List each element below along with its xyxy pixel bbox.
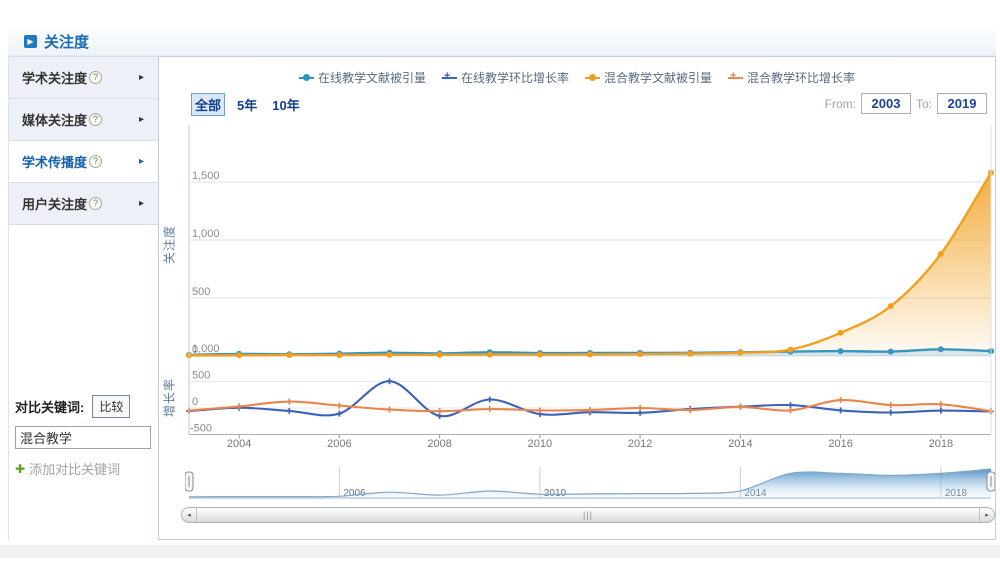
chart-area: 关注度 增长率 05001,0001,5001,0005000-50020042	[159, 125, 995, 527]
svg-text:2018: 2018	[929, 438, 953, 450]
scroll-right-button[interactable]: ▸	[979, 508, 994, 522]
help-icon[interactable]: ?	[89, 197, 102, 210]
navigator-group: 2006201020142018	[189, 467, 991, 499]
plus-icon: ✚	[15, 462, 25, 476]
svg-text:1,000: 1,000	[192, 228, 220, 240]
chevron-right-icon: ▸	[139, 72, 144, 83]
sidebar-item-label: 用户关注度	[22, 194, 87, 213]
date-range: From: To:	[825, 93, 987, 114]
section-arrow-icon: ▶	[24, 35, 37, 48]
nav-handle-right[interactable]	[987, 472, 995, 491]
legend-item-label: 混合教学环比增长率	[747, 69, 855, 86]
svg-text:1,000: 1,000	[192, 343, 220, 355]
sidebar-item-label: 学术关注度	[22, 68, 87, 87]
legend-item-label: 混合教学文献被引量	[604, 69, 712, 86]
range-tab-2[interactable]: 10年	[269, 94, 302, 115]
page-title: 关注度	[44, 31, 89, 52]
sidebar-item-3[interactable]: 用户关注度? ▸	[9, 183, 158, 225]
chevron-right-icon: ▸	[139, 156, 144, 167]
svg-text:2010: 2010	[528, 438, 552, 450]
sidebar-item-1[interactable]: 媒体关注度? ▸	[9, 99, 158, 141]
circle-marker-icon	[299, 72, 314, 83]
legend-item-3[interactable]: + 混合教学环比增长率	[728, 69, 855, 86]
legend-item-label: 在线教学环比增长率	[461, 69, 569, 86]
compare-section: 对比关键词: 比较 ✚ 添加对比关键词	[9, 395, 158, 478]
scroll-left-button[interactable]: ◂	[182, 508, 197, 522]
plus-marker-icon: +	[442, 72, 457, 83]
svg-text:-500: -500	[190, 423, 212, 435]
sidebar-item-label: 媒体关注度	[22, 110, 87, 129]
sidebar-item-0[interactable]: 学术关注度? ▸	[9, 57, 158, 99]
compare-button[interactable]: 比较	[92, 395, 130, 418]
svg-text:2008: 2008	[427, 438, 451, 450]
chevron-right-icon: ▸	[139, 198, 144, 209]
growth-chart-y-axis-title: 增长率	[161, 368, 178, 428]
add-keyword-label: 添加对比关键词	[29, 459, 120, 478]
svg-text:2012: 2012	[628, 438, 652, 450]
svg-text:2014: 2014	[728, 438, 752, 450]
svg-text:0: 0	[192, 396, 198, 408]
main-chart-y-axis-title: 关注度	[161, 215, 178, 275]
chart-panel: 在线教学文献被引量 + 在线教学环比增长率 混合教学文献被引量 + 混合教学环比增长率 全…	[158, 56, 996, 540]
sidebar-item-2[interactable]: 学术传播度? ▸	[9, 141, 158, 183]
sidebar: 学术关注度? ▸ 媒体关注度? ▸ 学术传播度? ▸ 用户关注度? ▸ 对比关键词: 比较 ✚…	[8, 56, 158, 540]
svg-text:1,500: 1,500	[192, 170, 220, 182]
chart-controls: 全部 5年 10年 From: To:	[159, 91, 995, 121]
trend-chart: 05001,0001,5001,0005000-5002004200620082…	[185, 125, 995, 457]
range-tabs: 全部 5年 10年	[191, 93, 303, 116]
help-icon[interactable]: ?	[89, 71, 102, 84]
to-label: To:	[916, 97, 932, 111]
range-tab-0[interactable]: 全部	[191, 93, 225, 116]
page-header: ▶ 关注度	[8, 28, 996, 56]
svg-text:500: 500	[192, 370, 210, 382]
main-chart-group: 05001,0001,500	[186, 170, 994, 359]
legend-item-1[interactable]: + 在线教学环比增长率	[442, 69, 569, 86]
compare-label: 对比关键词:	[15, 397, 84, 416]
timeline-navigator[interactable]: 2006201020142018	[185, 465, 995, 505]
legend: 在线教学文献被引量 + 在线教学环比增长率 混合教学文献被引量 + 混合教学环比增长率	[159, 65, 995, 89]
chevron-right-icon: ▸	[139, 114, 144, 125]
svg-text:2004: 2004	[227, 438, 251, 450]
legend-item-0[interactable]: 在线教学文献被引量	[299, 69, 426, 86]
help-icon[interactable]: ?	[89, 113, 102, 126]
chart-scrollbar[interactable]: ◂ ||| ▸	[181, 507, 995, 523]
svg-text:2006: 2006	[327, 438, 351, 450]
page: ▶ 关注度 学术关注度? ▸ 媒体关注度? ▸ 学术传播度? ▸ 用户关注度? ▸ 对比关键词…	[0, 28, 1000, 562]
plus-marker-icon: +	[728, 72, 743, 83]
bottom-strip	[0, 545, 1000, 558]
compare-keyword-input[interactable]	[15, 426, 151, 449]
sidebar-menu: 学术关注度? ▸ 媒体关注度? ▸ 学术传播度? ▸ 用户关注度? ▸	[9, 57, 158, 225]
from-year-input[interactable]	[861, 93, 911, 114]
scroll-grip[interactable]: |||	[197, 508, 979, 522]
circle-marker-icon	[585, 72, 600, 83]
svg-text:2016: 2016	[828, 438, 852, 450]
legend-item-2[interactable]: 混合教学文献被引量	[585, 69, 712, 86]
range-tab-1[interactable]: 5年	[234, 94, 260, 115]
add-keyword-link[interactable]: ✚ 添加对比关键词	[15, 459, 150, 478]
sidebar-item-label: 学术传播度	[22, 152, 87, 171]
help-icon[interactable]: ?	[89, 155, 102, 168]
svg-text:500: 500	[192, 286, 210, 298]
nav-handle-left[interactable]	[185, 472, 193, 491]
legend-item-label: 在线教学文献被引量	[318, 69, 426, 86]
to-year-input[interactable]	[937, 93, 987, 114]
from-label: From:	[825, 97, 856, 111]
